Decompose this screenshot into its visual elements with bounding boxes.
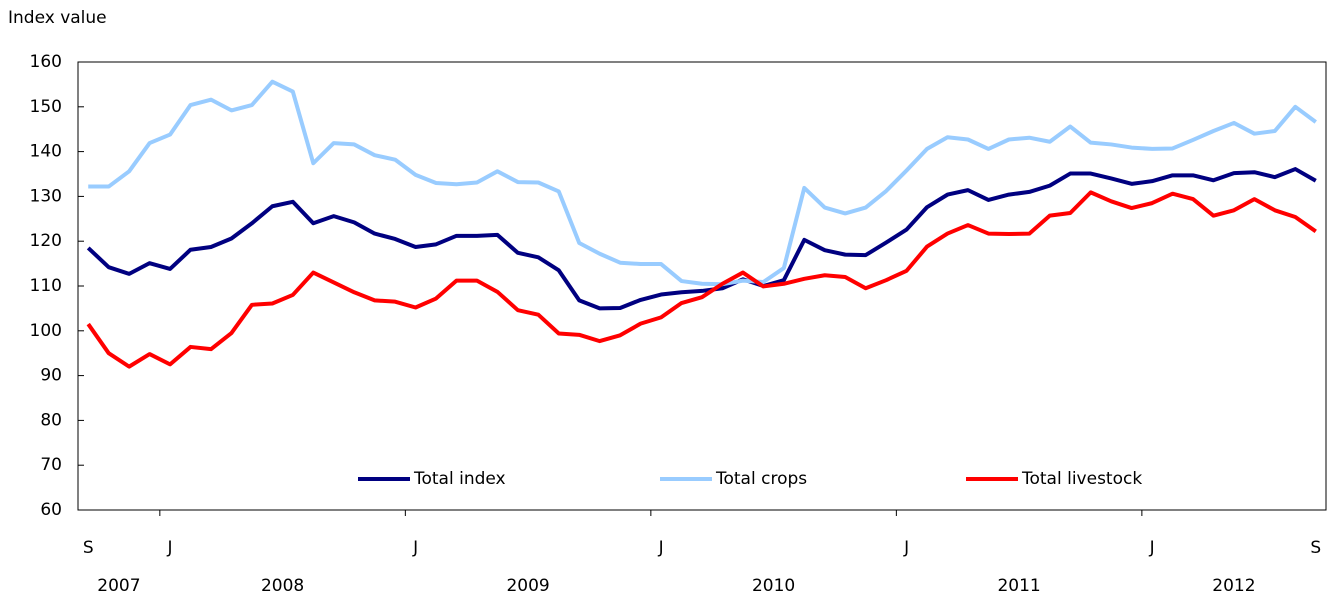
y-tick-label: 100 <box>30 321 62 341</box>
x-tick-label: S <box>83 538 94 558</box>
legend-label: Total livestock <box>1021 469 1142 489</box>
x-tick-label: J <box>412 538 418 558</box>
y-tick-label: 90 <box>40 366 62 386</box>
y-axis-label: Index value <box>8 8 107 28</box>
x-tick-label: S <box>1310 538 1321 558</box>
plot-frame <box>77 61 1327 511</box>
year-label: 2011 <box>997 576 1040 596</box>
y-tick-label: 140 <box>30 142 62 162</box>
year-label: 2010 <box>752 576 795 596</box>
series-line <box>88 79 1317 287</box>
y-tick-label: 60 <box>40 500 62 520</box>
year-label: 2008 <box>261 576 304 596</box>
y-tick-label: 130 <box>30 186 62 206</box>
y-tick-label: 70 <box>40 455 62 475</box>
year-label: 2012 <box>1212 576 1255 596</box>
x-tick-label: J <box>903 538 909 558</box>
x-tick-label: J <box>658 538 664 558</box>
y-tick-label: 150 <box>30 97 62 117</box>
year-label: 2007 <box>97 576 140 596</box>
series-line <box>86 167 1317 311</box>
legend-label: Total crops <box>715 469 807 489</box>
y-tick-label: 110 <box>30 276 62 296</box>
y-tick-label: 120 <box>30 231 62 251</box>
x-tick-label: J <box>167 538 173 558</box>
y-tick-label: 160 <box>30 52 62 72</box>
series-line <box>86 190 1317 369</box>
year-label: 2009 <box>506 576 549 596</box>
legend-label: Total index <box>413 469 506 489</box>
y-tick-label: 80 <box>40 410 62 430</box>
x-tick-label: J <box>1149 538 1155 558</box>
